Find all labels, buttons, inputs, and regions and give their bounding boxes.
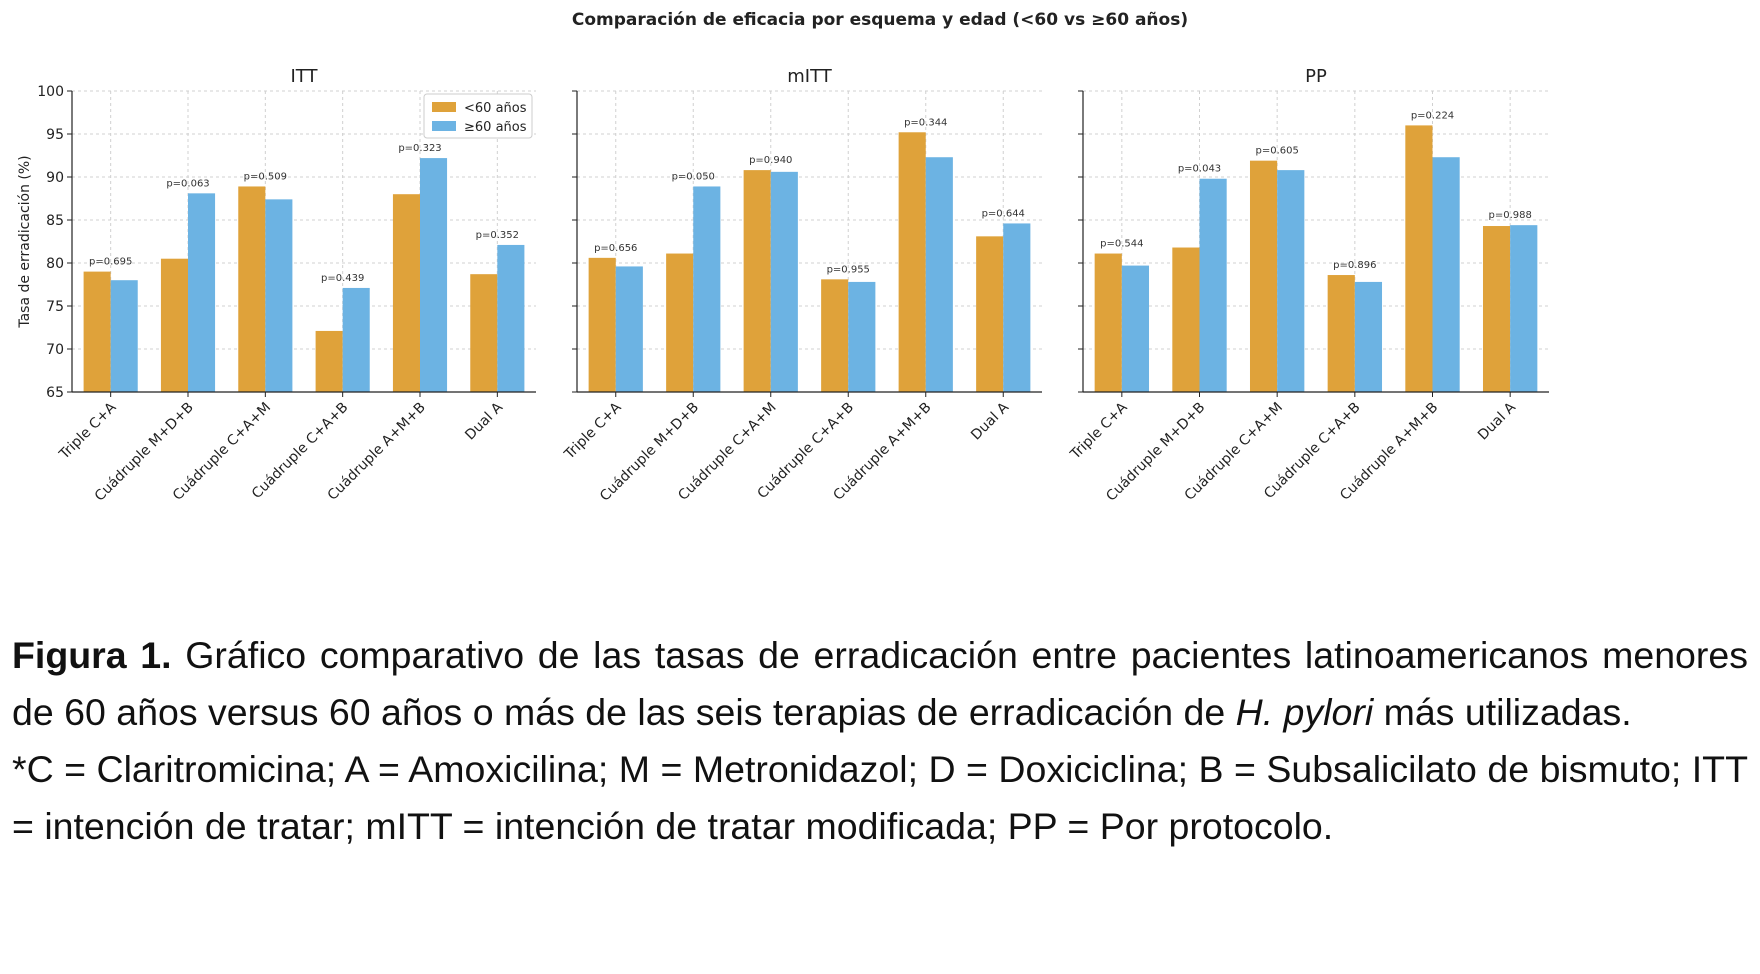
- figure-title: Comparación de eficacia por esquema y ed…: [572, 10, 1188, 30]
- p-value-label: p=0.544: [1100, 239, 1143, 250]
- bar-under60-4: [1327, 275, 1355, 392]
- p-value-label: p=0.043: [1178, 164, 1221, 175]
- p-value-label: p=0.988: [1488, 210, 1531, 221]
- x-tick-label: Triple C+A: [56, 399, 120, 463]
- p-value-label: p=0.509: [244, 171, 287, 182]
- bar-over60-1: [1121, 265, 1150, 392]
- bar-under60-6: [976, 236, 1004, 392]
- figure-caption: Figura 1. Gráfico comparativo de las tas…: [12, 627, 1748, 855]
- panel-title: ITT: [291, 66, 319, 87]
- bar-over60-4: [848, 281, 876, 392]
- y-tick-label: 70: [46, 342, 64, 358]
- p-value-label: p=0.050: [672, 171, 715, 182]
- y-axis-label: Tasa de erradicación (%): [17, 155, 33, 328]
- x-tick-label: Triple C+A: [561, 399, 625, 463]
- bar-over60-1: [110, 280, 138, 392]
- p-value-label: p=0.940: [749, 155, 792, 166]
- y-tick-label: 75: [46, 299, 64, 315]
- legend-label-over60: ≥60 años: [464, 120, 527, 135]
- caption-text-end: más utilizadas.: [1373, 691, 1632, 733]
- y-tick-label: 90: [46, 170, 64, 186]
- bar-under60-1: [83, 271, 111, 392]
- bar-under60-2: [666, 253, 694, 392]
- bar-over60-4: [1354, 281, 1383, 392]
- p-value-label: p=0.439: [321, 273, 364, 284]
- bar-over60-5: [925, 157, 953, 392]
- y-tick-label: 85: [46, 213, 64, 229]
- legend-swatch-over60: [432, 121, 456, 131]
- bar-over60-2: [693, 186, 721, 392]
- bar-under60-3: [743, 170, 771, 392]
- bar-over60-2: [1199, 178, 1227, 392]
- p-value-label: p=0.656: [594, 243, 637, 254]
- bar-under60-2: [1172, 247, 1200, 392]
- bar-under60-1: [588, 257, 616, 392]
- bar-over60-6: [1003, 223, 1031, 392]
- bar-under60-5: [898, 132, 926, 392]
- chart-panel-3: p=0.544 p=0.043 p=0.605 p=0.896 p=0.224 p=0.9…: [1067, 66, 1549, 505]
- chart-panel-1: p=0.695 p=0.063 p=0.509 p=0.439 p=0.323 p=0.3…: [17, 66, 536, 505]
- panel-title: mITT: [787, 66, 833, 87]
- caption-abbreviations: *C = Claritromicina; A = Amoxicilina; M …: [12, 748, 1748, 847]
- bar-under60-4: [315, 330, 343, 392]
- y-tick-label: 80: [46, 256, 64, 272]
- p-value-label: p=0.644: [982, 208, 1025, 219]
- bar-over60-5: [1432, 157, 1460, 392]
- p-value-label: p=0.695: [89, 257, 132, 268]
- p-value-label: p=0.896: [1333, 260, 1376, 271]
- p-value-label: p=0.063: [166, 178, 209, 189]
- bar-under60-6: [1482, 226, 1511, 392]
- legend-swatch-under60: [432, 102, 456, 112]
- y-tick-label: 95: [46, 127, 64, 143]
- bar-under60-4: [821, 279, 849, 392]
- legend-label-under60: <60 años: [464, 101, 527, 116]
- p-value-label: p=0.955: [827, 264, 870, 275]
- bar-under60-6: [470, 274, 498, 392]
- bar-under60-3: [1249, 160, 1278, 392]
- bar-under60-3: [238, 186, 266, 392]
- panel-title: PP: [1305, 66, 1327, 87]
- x-tick-label: Dual A: [462, 399, 506, 443]
- y-tick-label: 100: [37, 84, 64, 100]
- bar-under60-5: [392, 194, 420, 392]
- bar-over60-6: [497, 244, 525, 392]
- x-tick-label: Dual A: [1475, 399, 1519, 443]
- caption-species: H. pylori: [1235, 691, 1374, 733]
- chart-panel-2: p=0.656 p=0.050 p=0.940 p=0.955 p=0.344 p=0.6…: [561, 66, 1042, 505]
- bar-under60-5: [1405, 125, 1433, 393]
- bar-over60-1: [615, 266, 643, 392]
- bar-over60-3: [770, 171, 798, 392]
- p-value-label: p=0.323: [398, 143, 441, 154]
- bar-over60-5: [420, 158, 448, 392]
- bar-under60-2: [160, 258, 188, 392]
- p-value-label: p=0.605: [1255, 146, 1298, 157]
- x-tick-label: Dual A: [968, 399, 1012, 443]
- y-tick-label: 65: [46, 385, 64, 401]
- bar-over60-3: [265, 199, 293, 392]
- bar-over60-2: [188, 193, 216, 392]
- p-value-label: p=0.224: [1411, 110, 1454, 121]
- figure: Comparación de eficacia por esquema y ed…: [17, 10, 1549, 505]
- p-value-label: p=0.352: [476, 230, 519, 241]
- caption-label: Figura 1.: [12, 634, 172, 676]
- x-tick-label: Triple C+A: [1067, 399, 1131, 463]
- bar-under60-1: [1094, 253, 1122, 392]
- bar-over60-3: [1277, 170, 1305, 392]
- bar-over60-6: [1510, 225, 1538, 392]
- p-value-label: p=0.344: [904, 117, 947, 128]
- bar-over60-4: [342, 287, 370, 392]
- caption-paragraph: Figura 1. Gráfico comparativo de las tas…: [12, 627, 1748, 741]
- caption-text: Gráfico comparativo de las tasas de erra…: [12, 634, 1749, 733]
